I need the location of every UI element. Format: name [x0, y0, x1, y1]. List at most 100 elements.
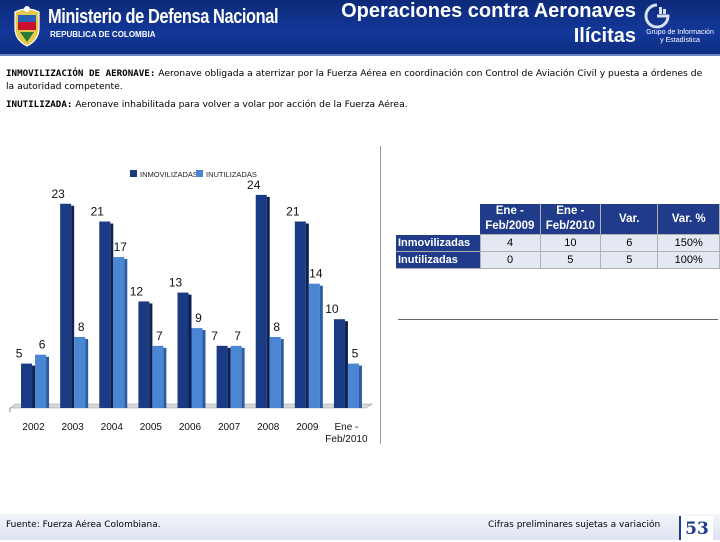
legend-label-inmovilizadas: INMOVILIZADAS	[140, 170, 198, 179]
definition-term: INMOVILIZACIÓN DE AERONAVE:	[6, 68, 156, 79]
bar-inmovilizadas	[177, 292, 189, 408]
x-tick-label: 2005	[140, 422, 163, 433]
bar-inutilizadas	[35, 354, 47, 408]
bar-side	[305, 223, 309, 408]
page-title-line2: Ilícitas	[573, 25, 636, 47]
footer-bar	[0, 514, 720, 540]
preliminary-note: Cifras preliminares sujetas a variación	[488, 520, 661, 530]
x-tick-label: 2008	[257, 422, 280, 433]
bar-side	[319, 285, 323, 408]
group-name: Grupo de Información y Estadística	[640, 29, 720, 45]
summary-table: Ene - Feb/2009 Ene - Feb/2010 Var. Var. …	[396, 204, 720, 269]
data-label: 14	[309, 267, 323, 281]
legend-swatch-inmovilizadas	[130, 170, 137, 177]
definition-term: INUTILIZADA:	[6, 99, 73, 110]
data-label: 8	[273, 320, 280, 334]
bar-inmovilizadas	[216, 345, 228, 408]
bar-inutilizadas	[308, 283, 320, 408]
bar-inmovilizadas	[138, 301, 150, 408]
data-label: 17	[114, 240, 128, 254]
summary-cell: 5	[600, 251, 659, 269]
table-underline	[398, 319, 718, 320]
bar-side	[266, 196, 270, 408]
header-bar: Ministerio de Defensa Nacional REPUBLICA…	[0, 0, 720, 54]
summary-cell: 100%	[657, 251, 720, 269]
bar-inmovilizadas	[255, 194, 267, 408]
x-tick-label: 2009	[296, 422, 319, 433]
bar-inmovilizadas	[294, 221, 306, 408]
ministry-name: Ministerio de Defensa Nacional	[48, 6, 279, 28]
group-name-line2: y Estadística	[660, 37, 700, 44]
bar-side	[358, 365, 362, 408]
bar-side	[227, 347, 231, 408]
bar-inutilizadas	[269, 336, 281, 408]
summary-header-cell: Ene - Feb/2009	[480, 204, 541, 235]
summary-header-cell: Var.	[600, 204, 659, 235]
bar-inutilizadas	[74, 336, 86, 408]
bar-inmovilizadas	[60, 203, 72, 408]
x-tick-label: 2003	[62, 422, 85, 433]
bar-side	[163, 347, 167, 408]
bar-inmovilizadas	[333, 319, 345, 408]
bar-side	[71, 205, 75, 408]
summary-cell: 150%	[657, 234, 720, 252]
data-label: 24	[247, 178, 261, 192]
data-label: 9	[195, 311, 202, 325]
header-divider	[0, 54, 720, 56]
coat-of-arms-icon	[14, 6, 40, 47]
data-label: 23	[51, 187, 65, 201]
data-label: 6	[39, 338, 46, 352]
summary-header-cell: Var. %	[657, 204, 720, 235]
page-number: 53	[679, 516, 713, 540]
x-tick-label: 2002	[22, 422, 45, 433]
summary-cell: 10	[540, 234, 602, 252]
summary-header-cell: Ene - Feb/2010	[540, 204, 602, 235]
page-title: Operaciones contra Aeronaves Ilícitas	[341, 0, 636, 49]
summary-header-row: Ene - Feb/2009 Ene - Feb/2010 Var. Var. …	[396, 204, 720, 235]
bar-inutilizadas	[152, 345, 164, 408]
summary-cell: 0	[480, 251, 541, 269]
bar-inutilizadas	[191, 328, 203, 408]
bar-side	[241, 347, 245, 408]
summary-row: Inmovilizadas 4 10 6 150%	[396, 234, 720, 252]
bar-inmovilizadas	[99, 221, 111, 408]
data-label: 21	[91, 205, 105, 219]
bar-inutilizadas	[113, 257, 125, 408]
source-note: Fuente: Fuerza Aérea Colombiana.	[6, 520, 161, 530]
data-label: 7	[156, 329, 163, 343]
bar-side	[124, 259, 128, 408]
bar-inutilizadas	[230, 345, 242, 408]
chart-divider	[380, 146, 381, 444]
definition-text: Aeronave obligada a aterrizar por la Fue…	[6, 68, 703, 92]
x-tick-label: 2004	[101, 422, 124, 433]
legend-swatch-inutilizadas	[196, 170, 203, 177]
x-tick-label: 2006	[179, 422, 202, 433]
bar-side	[110, 223, 114, 408]
summary-cell: 6	[600, 234, 659, 252]
data-label: 12	[130, 284, 144, 298]
bar-inutilizadas	[347, 363, 359, 408]
x-tick-label: 2007	[218, 422, 241, 433]
bar-side	[85, 338, 89, 408]
page-title-line1: Operaciones contra Aeronaves	[341, 0, 636, 22]
bar-side	[188, 294, 192, 408]
summary-cell: 5	[540, 251, 602, 269]
data-label: 7	[234, 329, 241, 343]
data-label: 7	[211, 329, 218, 343]
ministry-subtitle: REPUBLICA DE COLOMBIA	[50, 30, 156, 39]
bar-side	[202, 330, 206, 408]
group-name-line1: Grupo de Información	[646, 29, 714, 36]
data-label: 8	[78, 320, 85, 334]
data-label: 5	[352, 347, 359, 361]
data-label: 10	[325, 302, 339, 316]
bar-side	[46, 356, 50, 408]
data-label: 13	[169, 276, 183, 290]
bar-side	[32, 365, 36, 408]
bar-inmovilizadas	[21, 363, 33, 408]
summary-row-label: Inutilizadas	[396, 251, 481, 269]
data-label: 5	[16, 347, 23, 361]
bar-side	[344, 321, 348, 408]
summary-row: Inutilizadas 0 5 5 100%	[396, 251, 720, 269]
group-logo-icon	[644, 3, 670, 29]
legend-label-inutilizadas: INUTILIZADAS	[206, 170, 257, 179]
